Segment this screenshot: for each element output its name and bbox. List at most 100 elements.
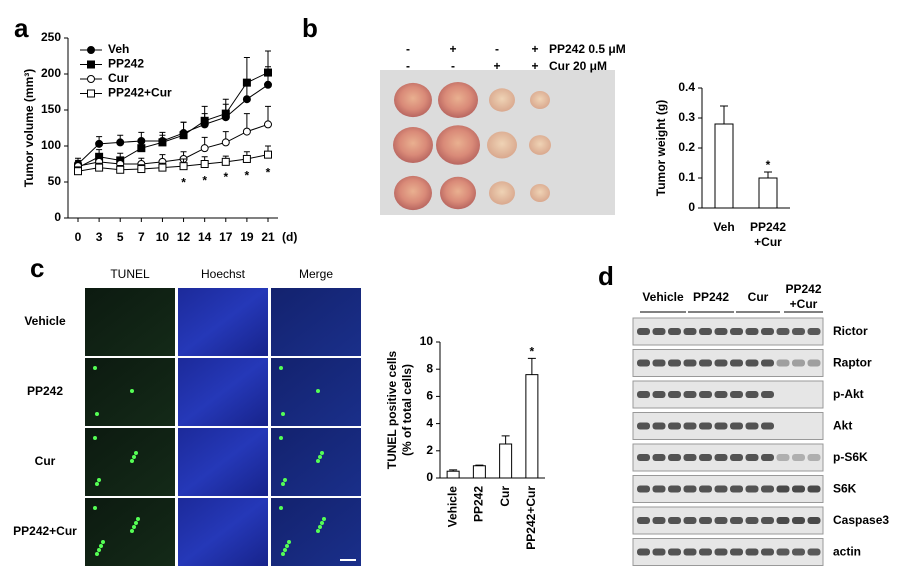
column-header: Merge	[299, 267, 333, 281]
micrograph	[178, 428, 268, 496]
column-header: Hoechst	[201, 267, 246, 281]
x-tick-label: 3	[96, 230, 103, 244]
band	[792, 548, 805, 556]
treatment-sign: +	[531, 42, 538, 56]
band	[807, 359, 821, 367]
band	[745, 391, 759, 398]
error-bar	[243, 56, 250, 83]
apoptotic-cell	[320, 521, 324, 525]
x-tick-label: 7	[138, 230, 145, 244]
data-point	[264, 120, 272, 129]
x-tick-label: Vehicle	[445, 486, 459, 528]
apoptotic-cell	[318, 525, 322, 529]
x-tick-label: PP242+Cur	[750, 220, 786, 249]
panel-label: b	[302, 13, 318, 43]
band	[652, 548, 666, 556]
data-point	[95, 163, 104, 172]
band	[683, 485, 697, 493]
x-tick-label: 10	[156, 230, 170, 244]
legend-marker	[87, 89, 95, 98]
apoptotic-cell	[316, 389, 320, 393]
band	[652, 485, 666, 493]
band	[776, 517, 790, 524]
band	[637, 391, 650, 398]
micrograph	[178, 498, 268, 566]
data-point	[158, 138, 167, 147]
band	[761, 548, 774, 556]
band	[761, 422, 774, 430]
y-tick-label: 0.4	[678, 80, 695, 94]
band	[668, 359, 681, 367]
apoptotic-cell	[136, 517, 140, 521]
tumor	[530, 91, 550, 109]
band	[761, 454, 774, 461]
tumor	[394, 175, 432, 211]
x-tick-label: 12	[177, 230, 191, 244]
apoptotic-cell	[95, 412, 99, 416]
band	[776, 485, 790, 493]
band	[699, 454, 712, 461]
band	[652, 422, 666, 430]
band	[761, 328, 774, 335]
bar	[472, 465, 486, 479]
band	[807, 328, 821, 335]
tumor	[440, 176, 476, 210]
column-header: TUNEL	[110, 267, 150, 281]
data-point	[264, 150, 272, 159]
x-axis-label: (d)	[282, 230, 297, 244]
bar	[758, 177, 778, 209]
band	[776, 454, 790, 461]
annotation: *	[202, 173, 207, 187]
y-tick-label: 200	[41, 66, 61, 80]
band	[807, 517, 821, 524]
data-point	[95, 139, 104, 148]
blot-strip	[632, 349, 824, 377]
data-point	[74, 167, 82, 176]
series-line	[77, 154, 269, 172]
x-tick-label: 5	[117, 230, 124, 244]
band	[714, 517, 728, 524]
data-point	[200, 116, 209, 125]
band	[714, 485, 728, 493]
band	[776, 359, 790, 367]
y-axis-label: Tumor weight (g)	[654, 100, 668, 196]
band	[637, 359, 650, 367]
y-tick-label: 250	[41, 30, 61, 44]
band	[668, 517, 681, 524]
panel-label: c	[30, 253, 44, 283]
micrograph	[271, 358, 361, 426]
band	[761, 485, 774, 493]
tumor	[489, 181, 515, 205]
data-point	[179, 162, 188, 171]
y-axis-label: TUNEL positive cells(% of total cells)	[385, 350, 414, 469]
y-tick-label: 2	[426, 443, 433, 457]
band	[792, 359, 805, 367]
band	[699, 485, 712, 493]
tumor	[530, 184, 550, 202]
apoptotic-cell	[93, 506, 97, 510]
apoptotic-cell	[281, 552, 285, 556]
y-tick-label: 0	[688, 200, 695, 214]
y-tick-label: 0.1	[678, 170, 695, 184]
data-point	[137, 144, 146, 153]
band	[699, 517, 712, 524]
tumor	[436, 125, 480, 165]
legend-label: PP242	[108, 57, 144, 71]
annotation: *	[245, 168, 250, 182]
band	[637, 548, 650, 556]
row-label: Akt	[833, 419, 852, 433]
band	[792, 485, 805, 493]
apoptotic-cell	[134, 521, 138, 525]
row-label: PP242+Cur	[13, 524, 77, 538]
annotation: *	[181, 176, 186, 190]
y-tick-label: 0	[426, 470, 433, 484]
apoptotic-cell	[97, 548, 101, 552]
apoptotic-cell	[130, 529, 134, 533]
band	[637, 517, 650, 524]
data-point	[200, 144, 209, 153]
apoptotic-cell	[281, 412, 285, 416]
band	[792, 517, 805, 524]
apoptotic-cell	[101, 540, 105, 544]
treatment-sign: +	[493, 59, 500, 73]
band	[730, 548, 743, 556]
